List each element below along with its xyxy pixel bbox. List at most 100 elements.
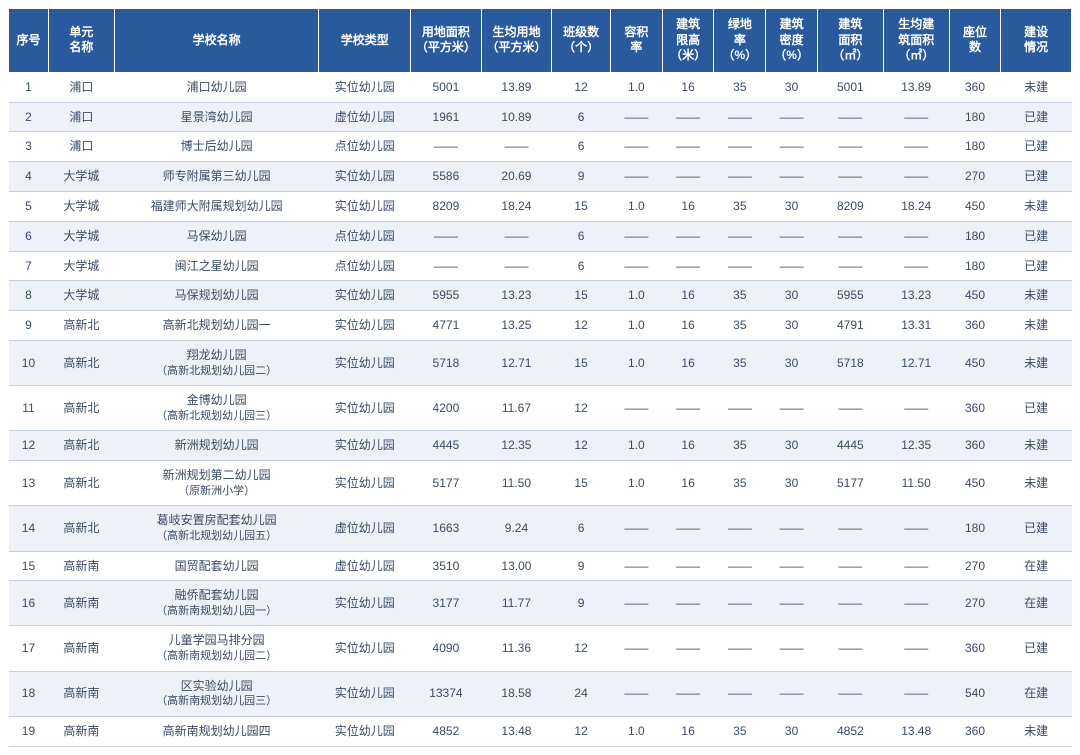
cell-seats: 180 — [949, 506, 1001, 551]
cell-barea: 5001 — [817, 72, 883, 102]
cell-height: 16 — [662, 281, 714, 311]
table-row: 13高新北新洲规划第二幼儿园（原新洲小学）实位幼儿园517711.50151.0… — [9, 461, 1072, 506]
cell-type: 实位幼儿园 — [319, 716, 411, 746]
cell-far: —— — [611, 671, 663, 716]
cell-far: 1.0 — [611, 191, 663, 221]
cell-land: 4852 — [411, 716, 482, 746]
cell-type: 实位幼儿园 — [319, 72, 411, 102]
cell-classes: 6 — [552, 221, 611, 251]
cell-density: —— — [766, 581, 818, 626]
cell-seats: 180 — [949, 251, 1001, 281]
cell-status: 已建 — [1001, 506, 1072, 551]
cell-seq: 4 — [9, 162, 49, 192]
cell-school: 金博幼儿园（高新北规划幼儿园三） — [114, 386, 319, 431]
cell-land: 4200 — [411, 386, 482, 431]
cell-status: 未建 — [1001, 311, 1072, 341]
cell-seq: 5 — [9, 191, 49, 221]
cell-seats: 360 — [949, 386, 1001, 431]
cell-seats: 450 — [949, 191, 1001, 221]
cell-seq: 15 — [9, 551, 49, 581]
cell-unit: 大学城 — [48, 162, 114, 192]
cell-land_per: —— — [481, 221, 552, 251]
cell-school: 高新南规划幼儿园四 — [114, 716, 319, 746]
cell-barea_per: —— — [883, 581, 949, 626]
cell-barea: —— — [817, 251, 883, 281]
cell-green: 35 — [714, 281, 766, 311]
cell-barea: —— — [817, 551, 883, 581]
cell-school: 闽江之星幼儿园 — [114, 251, 319, 281]
cell-seats: 270 — [949, 581, 1001, 626]
cell-classes: 24 — [552, 671, 611, 716]
cell-land: 3177 — [411, 581, 482, 626]
cell-far: 1.0 — [611, 340, 663, 385]
col-header-type: 学校类型 — [319, 9, 411, 73]
cell-classes: 12 — [552, 431, 611, 461]
cell-density: —— — [766, 386, 818, 431]
cell-school: 高新北规划幼儿园一 — [114, 311, 319, 341]
cell-green: 35 — [714, 191, 766, 221]
cell-far: —— — [611, 626, 663, 671]
cell-school-sub: （高新北规划幼儿园三） — [116, 409, 317, 424]
cell-status: 已建 — [1001, 386, 1072, 431]
cell-land: 5718 — [411, 340, 482, 385]
cell-status: 已建 — [1001, 626, 1072, 671]
cell-status: 未建 — [1001, 340, 1072, 385]
table-row: 19高新南高新南规划幼儿园四实位幼儿园485213.48121.01635304… — [9, 716, 1072, 746]
cell-type: 点位幼儿园 — [319, 251, 411, 281]
table-row: 11高新北金博幼儿园（高新北规划幼儿园三）实位幼儿园420011.6712———… — [9, 386, 1072, 431]
cell-far: —— — [611, 506, 663, 551]
cell-classes: 9 — [552, 551, 611, 581]
cell-land_per: 12.71 — [481, 340, 552, 385]
table-row: 18高新南区实验幼儿园（高新南规划幼儿园三）实位幼儿园1337418.5824—… — [9, 671, 1072, 716]
cell-barea_per: 13.31 — [883, 311, 949, 341]
cell-land: —— — [411, 251, 482, 281]
cell-green: 35 — [714, 340, 766, 385]
cell-school-sub: （高新北规划幼儿园五） — [116, 529, 317, 544]
cell-type: 实位幼儿园 — [319, 671, 411, 716]
cell-height: 16 — [662, 431, 714, 461]
cell-far: 1.0 — [611, 716, 663, 746]
cell-seq: 6 — [9, 221, 49, 251]
table-header: 序号单元名称学校名称学校类型用地面积（平方米）生均用地（平方米）班级数（个）容积… — [9, 9, 1072, 73]
cell-type: 实位幼儿园 — [319, 431, 411, 461]
cell-land: 13374 — [411, 671, 482, 716]
cell-far: 1.0 — [611, 72, 663, 102]
cell-density: —— — [766, 102, 818, 132]
cell-seq: 1 — [9, 72, 49, 102]
cell-land: 5955 — [411, 281, 482, 311]
cell-school: 新洲规划幼儿园 — [114, 431, 319, 461]
table-row: 7大学城闽江之星幼儿园点位幼儿园————6————————————180已建 — [9, 251, 1072, 281]
table-row: 3浦口博士后幼儿园点位幼儿园————6————————————180已建 — [9, 132, 1072, 162]
cell-barea_per: —— — [883, 626, 949, 671]
cell-seats: 180 — [949, 102, 1001, 132]
cell-status: 在建 — [1001, 671, 1072, 716]
cell-barea: 4791 — [817, 311, 883, 341]
cell-land_per: 13.48 — [481, 716, 552, 746]
cell-land_per: 13.00 — [481, 551, 552, 581]
cell-barea: —— — [817, 386, 883, 431]
cell-unit: 大学城 — [48, 221, 114, 251]
cell-land: —— — [411, 132, 482, 162]
cell-school-sub: （原新洲小学） — [116, 484, 317, 499]
cell-seats: 450 — [949, 281, 1001, 311]
cell-land: 5001 — [411, 72, 482, 102]
col-header-unit: 单元名称 — [48, 9, 114, 73]
col-header-barea_per: 生均建筑面积（㎡） — [883, 9, 949, 73]
cell-green: 35 — [714, 72, 766, 102]
col-header-status: 建设情况 — [1001, 9, 1072, 73]
cell-land: 4445 — [411, 431, 482, 461]
cell-far: —— — [611, 132, 663, 162]
cell-type: 实位幼儿园 — [319, 162, 411, 192]
cell-height: —— — [662, 162, 714, 192]
cell-status: 未建 — [1001, 191, 1072, 221]
cell-school: 师专附属第三幼儿园 — [114, 162, 319, 192]
cell-barea_per: 13.89 — [883, 72, 949, 102]
cell-school-sub: （高新北规划幼儿园二） — [116, 364, 317, 379]
cell-density: —— — [766, 626, 818, 671]
cell-type: 实位幼儿园 — [319, 311, 411, 341]
table-row: 12高新北新洲规划幼儿园实位幼儿园444512.35121.0163530444… — [9, 431, 1072, 461]
table-row: 16高新南融侨配套幼儿园（高新南规划幼儿园一）实位幼儿园317711.779——… — [9, 581, 1072, 626]
cell-type: 实位幼儿园 — [319, 581, 411, 626]
cell-unit: 高新北 — [48, 431, 114, 461]
cell-green: 35 — [714, 311, 766, 341]
